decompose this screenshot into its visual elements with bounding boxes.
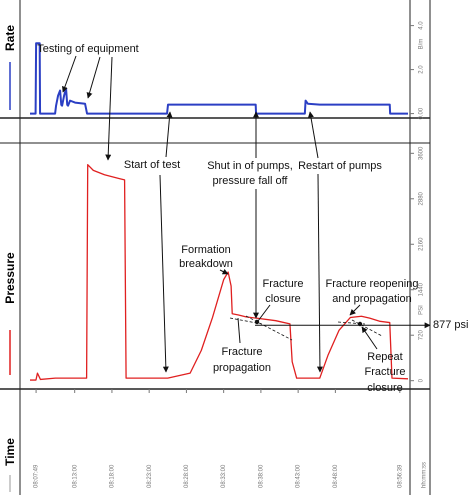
closure-point [357,321,363,327]
y-tick-label: 2.0 [419,65,425,74]
annotation-text: Fracture [263,278,304,290]
pressure-label: Pressure [3,252,17,304]
annotation-text: closure [367,382,402,394]
annotation-text: closure [265,293,300,305]
annotation-text: Fracture reopening [326,278,419,290]
pressure-unit: PSI [419,305,425,315]
annotation-arrow [165,111,173,158]
closure-point [254,319,260,325]
x-tick-label: 08:48:00 [333,464,339,488]
x-tick-label: 08:13:00 [72,464,78,488]
annotation-arrow [86,56,101,99]
annotation-text: pressure fall off [212,175,288,187]
rate-unit: B/m [419,39,425,50]
annotation: Formation breakdown [179,244,233,275]
y-tick-label: 720 [419,330,425,341]
annotation-text: and propagation [332,293,412,305]
annotation: Start of test [124,111,180,373]
time-label: Time [3,438,17,466]
annotation-line [237,317,241,344]
annotation-text: Restart of pumps [298,160,382,172]
time-unit: hh:mm:ss [422,462,428,488]
y-tick-label: 0.00 [419,107,425,119]
annotation-arrow [349,304,361,316]
x-tick-label: 08:23:00 [147,464,153,488]
annotation: Fracture reopening and propagation [326,278,419,316]
annotation: Fracture closure [257,278,304,322]
tangent-line [245,315,293,341]
x-tick-label: 08:28:00 [184,464,190,488]
annotation: Repeat Fracture closure [361,326,406,394]
annotation: Testing of equipment [37,43,139,161]
x-tick-label: 08:43:00 [296,464,302,488]
annotation-line [257,304,271,322]
x-tick-label: 08:56:39 [397,464,403,488]
annotation: Restart of pumps [298,111,382,373]
annotation-arrow [316,173,323,373]
annotation-text: Formation [181,244,231,256]
data-line [30,164,409,381]
annotation-text: propagation [213,362,271,374]
annotation: Fracture propagation [213,317,271,374]
annotation-text: Start of test [124,159,180,171]
annotation: Shut in of pumps, pressure fall off [207,111,293,319]
annotation-arrow [62,55,77,93]
annotation-text: Repeat [367,351,402,363]
data-line [30,42,408,115]
frame [0,0,431,495]
y-tick-label: 4.0 [419,21,425,30]
annotation-text: Shut in of pumps, [207,160,293,172]
rate-label: Rate [3,25,17,51]
annotation-text: Fracture [365,366,406,378]
annotation-arrow [307,111,319,159]
x-tick-label: 08:07:49 [34,464,40,488]
x-tick-label: 08:38:00 [258,464,264,488]
annotation-arrow [361,326,378,350]
annotation-text: breakdown [179,258,233,270]
y-tick-label: 1440 [419,282,425,296]
y-tick-label: 3600 [419,146,425,160]
annotation-arrow [219,268,229,275]
reference-label: 877 psi [433,319,468,331]
y-tick-label: 0 [419,378,425,382]
tangent-line [351,319,383,337]
annotation-text: Fracture [222,346,263,358]
annotation-arrow [105,56,113,161]
x-tick-label: 08:33:00 [221,464,227,488]
annotation-text: Testing of equipment [37,43,139,55]
y-tick-label: 2880 [419,191,425,205]
annotation-arrow [159,174,169,373]
x-tick-label: 08:18:00 [110,464,116,488]
y-tick-label: 2160 [419,237,425,251]
